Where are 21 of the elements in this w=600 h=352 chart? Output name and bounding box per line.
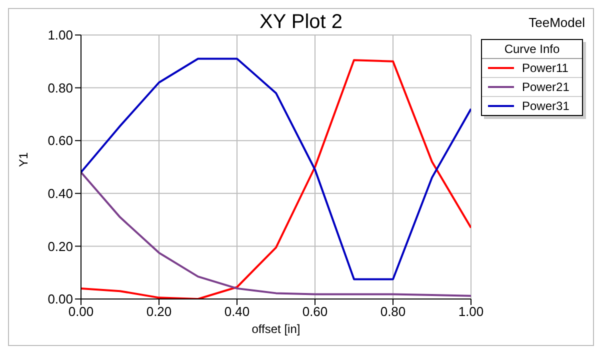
x-axis-title: offset [in]	[252, 322, 300, 336]
y-tick-label: 1.00	[48, 28, 73, 43]
x-tick-label: 1.00	[458, 304, 484, 320]
y-tick-label: 0.80	[48, 80, 73, 96]
x-tick-label: 0.00	[68, 304, 94, 320]
x-tick-label: 0.80	[380, 304, 406, 320]
legend-label: Power11	[522, 61, 568, 75]
x-tick-label: 0.60	[302, 304, 328, 320]
x-tick-label: 0.40	[224, 304, 250, 320]
y-tick-label: 0.00	[48, 292, 73, 307]
text: TeeModel	[528, 15, 585, 30]
legend-label: Power21	[522, 80, 570, 94]
x-tick-label: 0.20	[146, 304, 172, 320]
line-series	[81, 171, 471, 297]
y-tick-label: 0.20	[48, 238, 73, 254]
y-axis-title: Y1	[16, 152, 30, 167]
legend-title: Curve Info	[482, 40, 582, 59]
chart-title: XY Plot 2	[259, 11, 343, 33]
y-tick-label: 0.60	[48, 133, 73, 148]
y-tick-label: 0.40	[48, 186, 73, 202]
legend-label: Power31	[522, 99, 570, 113]
